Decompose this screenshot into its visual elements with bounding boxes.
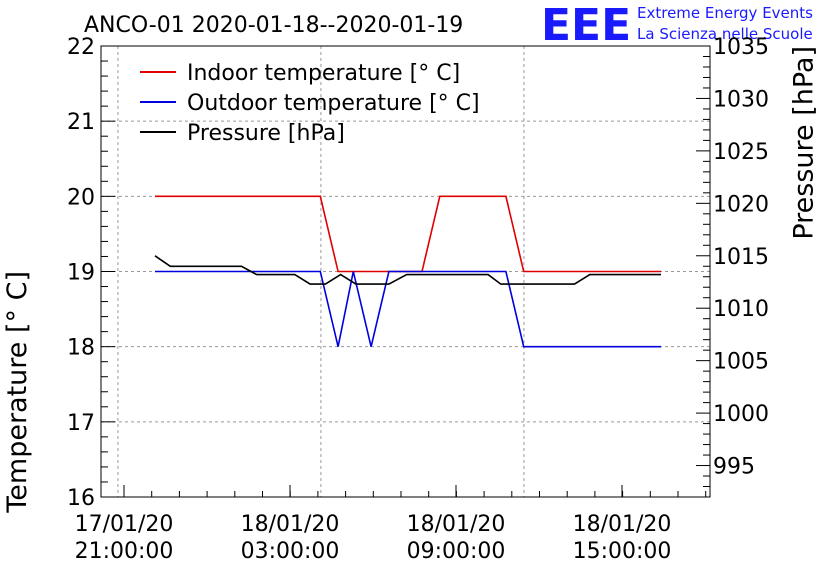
y2-tick-label-8: 1035 bbox=[713, 35, 769, 60]
eee-line1: Extreme Energy Events bbox=[637, 4, 813, 22]
x-tick-label-2-time: 09:00:00 bbox=[407, 539, 506, 564]
eee-logo: EEE Extreme Energy Events La Scienza nel… bbox=[541, 0, 813, 51]
y-axis-left: 16 17 18 19 20 21 22 bbox=[67, 35, 115, 511]
y2-tick-label-7: 1030 bbox=[713, 87, 769, 112]
legend-label-2: Pressure [hPa] bbox=[187, 121, 345, 146]
eee-line2: La Scienza nelle Scuole bbox=[637, 25, 813, 43]
y-tick-label-5: 21 bbox=[67, 110, 95, 135]
y-tick-label-0: 16 bbox=[67, 486, 95, 511]
y-tick-label-6: 22 bbox=[67, 35, 95, 60]
x-tick-label-0-time: 21:00:00 bbox=[75, 539, 174, 564]
y2-tick-label-0: 995 bbox=[713, 455, 755, 480]
y-tick-label-1: 17 bbox=[67, 411, 95, 436]
y2-tick-label-1: 1000 bbox=[713, 402, 769, 427]
y2-tick-label-6: 1025 bbox=[713, 140, 769, 165]
x-tick-label-1-time: 03:00:00 bbox=[241, 539, 340, 564]
legend: Indoor temperature [° C] Outdoor temperat… bbox=[140, 61, 480, 146]
series-line-1 bbox=[155, 270, 661, 348]
y-tick-label-2: 18 bbox=[67, 336, 95, 361]
y-axis-left-label: Temperature [° C] bbox=[2, 271, 33, 514]
y-axis-right: 995 1000 1005 1010 1015 1020 1025 1030 1035 bbox=[696, 35, 769, 498]
y-tick-label-4: 20 bbox=[67, 185, 95, 210]
x-tick-label-0-date: 17/01/20 bbox=[75, 512, 174, 537]
y2-tick-label-3: 1010 bbox=[713, 297, 769, 322]
legend-label-0: Indoor temperature [° C] bbox=[187, 61, 460, 86]
x-tick-label-1-date: 18/01/20 bbox=[241, 512, 340, 537]
y2-tick-label-5: 1020 bbox=[713, 192, 769, 217]
x-axis: 17/01/2021:00:0018/01/2003:00:0018/01/20… bbox=[75, 485, 707, 564]
y-axis-right-label: Pressure [hPa] bbox=[789, 46, 820, 240]
y-tick-label-3: 19 bbox=[67, 261, 95, 286]
y2-tick-label-2: 1005 bbox=[713, 350, 769, 375]
series-line-2 bbox=[154, 255, 661, 285]
eee-logo-text: EEE bbox=[541, 0, 631, 51]
chart-title: ANCO-01 2020-01-18--2020-01-19 bbox=[84, 13, 463, 38]
legend-label-1: Outdoor temperature [° C] bbox=[187, 91, 480, 116]
x-tick-label-2-date: 18/01/20 bbox=[407, 512, 506, 537]
series-group bbox=[154, 195, 661, 348]
x-tick-label-3-date: 18/01/20 bbox=[573, 512, 672, 537]
series-line-0 bbox=[155, 195, 661, 273]
x-tick-label-3-time: 15:00:00 bbox=[573, 539, 672, 564]
y2-tick-label-4: 1015 bbox=[713, 245, 769, 270]
